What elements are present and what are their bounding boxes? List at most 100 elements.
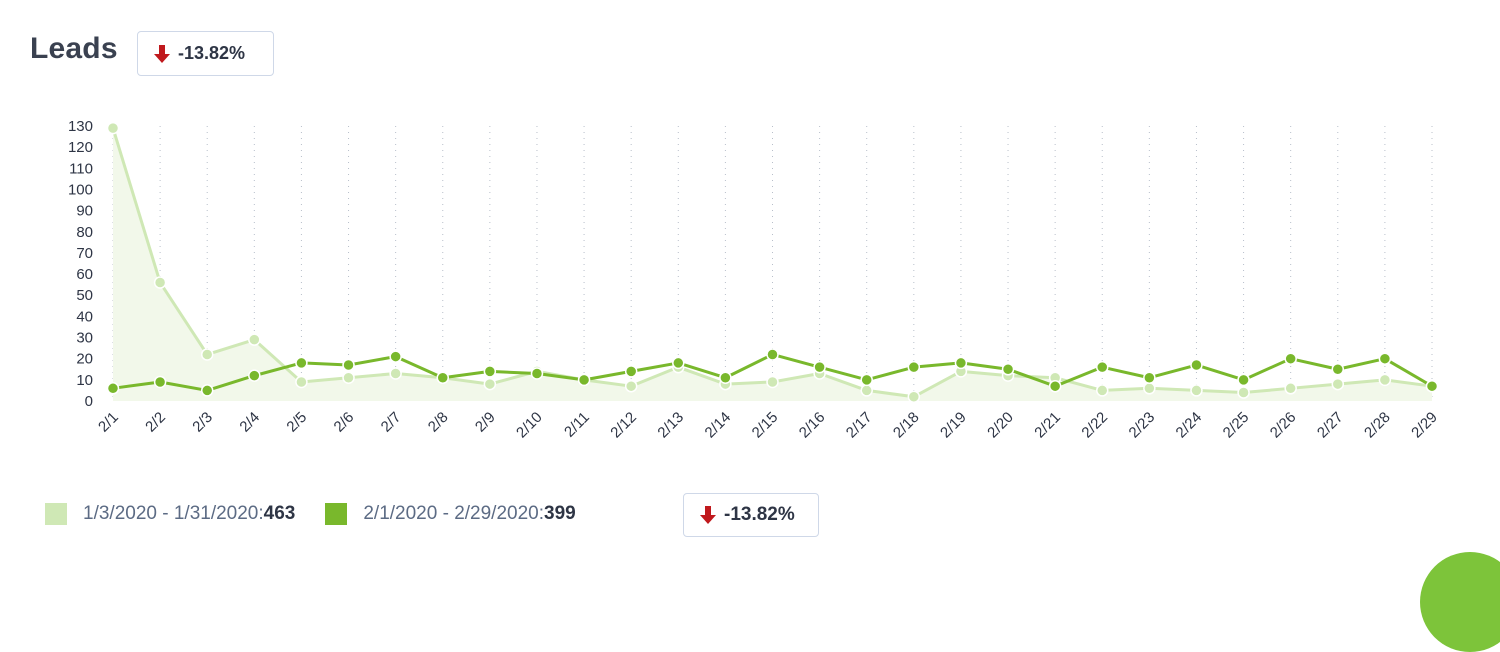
arrow-down-icon [700, 506, 716, 524]
data-point-previous [907, 390, 921, 404]
x-tick-label: 2/7 [378, 409, 405, 436]
data-point-previous [295, 375, 308, 389]
x-tick-label: 2/3 [189, 409, 216, 436]
data-point-current [389, 350, 402, 363]
y-tick-label: 30 [76, 330, 93, 347]
data-point-current [248, 369, 261, 382]
data-point-current [577, 373, 591, 387]
x-tick-label: 2/28 [1361, 409, 1394, 442]
data-point-current [483, 365, 497, 378]
legend-item-current-period[interactable]: 2/1/2020 - 2/29/2020: 399 [325, 503, 576, 525]
data-point-current [1237, 373, 1250, 387]
data-point-previous [1237, 386, 1250, 399]
data-point-current [766, 348, 779, 361]
x-tick-label: 2/13 [654, 409, 687, 442]
x-tick-label: 2/15 [749, 409, 782, 442]
x-tick-label: 2/16 [796, 409, 829, 442]
data-point-current [106, 382, 120, 395]
data-point-previous [860, 384, 873, 397]
legend-swatch-previous [45, 503, 67, 525]
data-point-previous [342, 371, 355, 384]
data-point-current [153, 375, 167, 389]
data-point-current [1001, 363, 1015, 376]
data-point-current [436, 371, 449, 384]
legend-swatch-current [325, 503, 348, 525]
data-point-previous [153, 276, 167, 289]
x-tick-label: 2/21 [1031, 409, 1064, 442]
x-tick-label: 2/1 [95, 409, 122, 436]
data-point-previous [1190, 384, 1203, 397]
x-tick-label: 2/14 [702, 409, 735, 442]
data-point-previous [248, 333, 261, 346]
data-point-current [1378, 352, 1392, 365]
legend-label-previous: 1/3/2020 - 1/31/2020: [83, 503, 264, 524]
data-point-previous [1284, 382, 1297, 395]
data-point-current [1143, 371, 1156, 384]
y-tick-label: 80 [76, 224, 93, 241]
help-chat-button[interactable] [1420, 552, 1500, 652]
x-tick-label: 2/6 [331, 409, 358, 436]
x-tick-label: 2/5 [283, 409, 310, 436]
y-tick-label: 10 [76, 372, 93, 389]
y-tick-label: 0 [85, 393, 93, 410]
data-point-previous [624, 379, 638, 393]
chart-legend: 1/3/2020 - 1/31/2020: 463 2/1/2020 - 2/2… [45, 503, 606, 525]
data-point-current [860, 373, 873, 387]
change-badge-legend: -13.82% [683, 493, 819, 537]
x-tick-label: 2/20 [984, 409, 1017, 442]
data-point-current [813, 360, 826, 374]
data-point-current [200, 384, 214, 397]
x-tick-label: 2/4 [236, 409, 263, 436]
page-title: Leads [30, 32, 118, 65]
y-tick-label: 40 [76, 308, 93, 325]
x-tick-label: 2/9 [472, 409, 499, 436]
change-badge: -13.82% [137, 31, 274, 76]
data-point-previous [1143, 382, 1156, 395]
y-tick-label: 20 [76, 351, 93, 368]
x-tick-label: 2/10 [513, 409, 546, 442]
x-tick-label: 2/24 [1173, 409, 1206, 442]
legend-total-current: 399 [544, 503, 576, 524]
x-tick-label: 2/29 [1408, 409, 1441, 442]
legend-item-previous-period[interactable]: 1/3/2020 - 1/31/2020: 463 [45, 503, 295, 525]
y-tick-label: 70 [76, 245, 93, 262]
x-tick-label: 2/11 [561, 409, 593, 441]
data-point-current [1048, 379, 1062, 393]
x-tick-label: 2/12 [607, 409, 640, 442]
data-point-current [295, 356, 308, 370]
y-tick-label: 120 [68, 139, 93, 156]
arrow-down-icon [154, 44, 170, 63]
y-tick-label: 60 [76, 266, 93, 283]
y-tick-label: 130 [68, 118, 93, 135]
data-point-current [1096, 360, 1109, 374]
data-point-current [1190, 358, 1203, 372]
x-tick-label: 2/26 [1267, 409, 1300, 442]
data-point-current [672, 356, 685, 370]
data-point-previous [1096, 384, 1109, 397]
x-tick-label: 2/25 [1220, 409, 1253, 442]
x-tick-label: 2/22 [1078, 409, 1111, 442]
data-point-previous [1378, 373, 1392, 387]
data-point-current [1284, 352, 1297, 365]
data-point-current [1331, 363, 1345, 376]
change-value: -13.82% [178, 43, 246, 63]
leads-line-chart: 0 10 20 30 40 50 60 70 80 90 100 110 120 130 2/1 2/2 2/3… [68, 118, 1441, 442]
legend-total-previous: 463 [263, 503, 296, 524]
change-value-legend: -13.82% [724, 504, 795, 525]
y-tick-label: 110 [69, 160, 93, 177]
data-point-current [1425, 379, 1439, 393]
y-tick-label: 90 [76, 203, 93, 220]
data-point-current [530, 367, 544, 380]
x-tick-label: 2/2 [142, 409, 169, 436]
data-point-current [624, 365, 638, 378]
data-point-previous [1331, 377, 1345, 391]
data-point-previous [106, 121, 120, 135]
x-tick-label: 2/17 [843, 409, 876, 442]
data-point-current [907, 360, 921, 374]
y-tick-label: 50 [76, 287, 93, 304]
x-tick-label: 2/27 [1314, 409, 1347, 442]
y-tick-label: 100 [68, 181, 93, 198]
data-point-current [342, 358, 355, 372]
data-point-previous [389, 367, 402, 380]
data-point-current [954, 356, 968, 370]
